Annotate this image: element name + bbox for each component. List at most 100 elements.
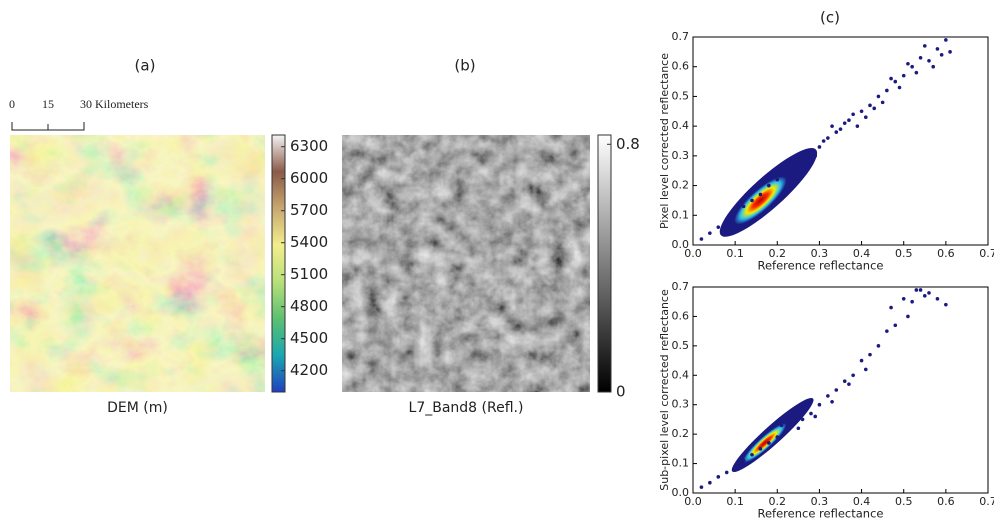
plot-frame: [692, 36, 989, 246]
x-tick-label: 0.5: [895, 247, 913, 260]
scatter-point: [847, 382, 851, 386]
panel-label: (b): [454, 57, 475, 75]
scatter-point: [851, 112, 855, 117]
scatter-point: [758, 192, 763, 197]
scatter-point: [809, 411, 813, 416]
scatter-point: [809, 151, 813, 155]
colorbar-tick-label: 5100: [290, 265, 328, 283]
scatter-point: [863, 367, 868, 372]
raster-image: [10, 135, 265, 392]
y-tick-label: 0.5: [672, 339, 690, 352]
colorbar-tick-label: 0: [616, 383, 626, 401]
scatter-point: [880, 100, 885, 105]
scatter-point: [901, 73, 906, 78]
scatter-point: [800, 417, 805, 422]
scatter-point: [922, 294, 927, 298]
scatter-point: [901, 296, 906, 301]
scatter-point: [783, 429, 788, 434]
colorbar: [597, 134, 612, 393]
y-tick-label: 0.3: [672, 149, 690, 162]
y-tick-label: 0.6: [672, 60, 690, 73]
y-axis-label: Pixel level corrected reflectance: [658, 53, 671, 229]
colorbar-tick-label: 4500: [290, 329, 328, 347]
scatter-point: [775, 435, 780, 439]
y-tick-label: 0.4: [672, 119, 690, 132]
x-tick-label: 0.5: [895, 495, 913, 508]
scatter-point: [804, 160, 809, 164]
y-tick-label: 0.6: [672, 309, 690, 322]
scatter-point: [767, 441, 771, 445]
plot-frame: [692, 286, 989, 494]
scatter-point: [813, 414, 818, 419]
scatter-point: [927, 291, 931, 295]
caption: DEM (m): [107, 400, 168, 416]
y-tick-label: 0.3: [672, 398, 690, 411]
x-tick-label: 0.3: [811, 247, 829, 260]
scatter-point: [927, 58, 931, 63]
scatter-point: [885, 88, 889, 93]
scatter-point: [842, 121, 847, 125]
scatter-point: [758, 447, 763, 451]
scatter-point: [885, 329, 889, 333]
density-core: [738, 419, 791, 467]
scatter-point: [944, 38, 948, 42]
y-tick-label: 0.0: [672, 238, 690, 251]
scatter-point: [830, 124, 834, 128]
x-tick-label: 0.0: [684, 495, 702, 508]
scatter-point: [859, 358, 864, 363]
scale-bar: [11, 122, 85, 131]
scatter-point: [741, 458, 746, 463]
colorbar-tick-label: 4800: [290, 297, 328, 315]
scale-bar-label: 0: [9, 97, 15, 111]
scatter-point: [796, 426, 801, 431]
scatter-point: [918, 288, 923, 292]
scatter-point: [910, 299, 914, 304]
y-tick-label: 0.0: [672, 486, 690, 499]
scatter-point: [897, 85, 902, 90]
scatter-point: [733, 464, 737, 469]
scatter-point: [767, 183, 771, 188]
scatter-point: [750, 452, 754, 457]
scatter-point: [868, 103, 872, 108]
colorbar-tick-label: 6000: [290, 169, 328, 187]
scatter-point: [830, 399, 834, 404]
scatter-point: [863, 115, 868, 120]
scatter-point: [948, 50, 952, 54]
scatter-point: [922, 44, 927, 48]
scatter-point: [826, 394, 830, 398]
scatter-point: [796, 165, 801, 170]
scatter-point: [847, 118, 851, 122]
y-tick-label: 0.7: [672, 30, 690, 43]
density-core: [729, 172, 792, 229]
x-tick-label: 0.1: [726, 247, 744, 260]
scatter-point: [906, 61, 910, 66]
scatter-point: [826, 136, 830, 140]
scatter-point: [741, 204, 746, 209]
scatter-point: [817, 145, 822, 149]
scatter-point: [944, 302, 948, 307]
scale-bar-label: 15: [42, 97, 54, 111]
x-tick-label: 0.3: [811, 495, 829, 508]
panel-label: (c): [820, 9, 840, 27]
scatter-point: [699, 237, 704, 241]
y-tick-label: 0.4: [672, 368, 690, 381]
scale-bar-label: 30 Kilometers: [80, 97, 149, 111]
colorbar-tick-label: 0.8: [616, 135, 640, 153]
scatter-point: [893, 323, 898, 328]
colorbar-tick-label: 6300: [290, 137, 328, 155]
scatter-point: [838, 127, 843, 131]
scatter-point: [792, 162, 796, 167]
scatter-point: [724, 470, 729, 475]
scatter-point: [817, 402, 822, 407]
y-tick-label: 0.7: [672, 280, 690, 293]
scatter-point: [708, 231, 712, 235]
scatter-point: [876, 94, 881, 99]
y-tick-label: 0.1: [672, 457, 690, 470]
y-tick-label: 0.2: [672, 427, 690, 440]
scatter-point: [918, 56, 923, 60]
scatter-point: [834, 130, 839, 134]
x-tick-label: 0.2: [769, 495, 787, 508]
x-tick-label: 0.2: [769, 247, 787, 260]
scatter-point: [859, 109, 864, 114]
